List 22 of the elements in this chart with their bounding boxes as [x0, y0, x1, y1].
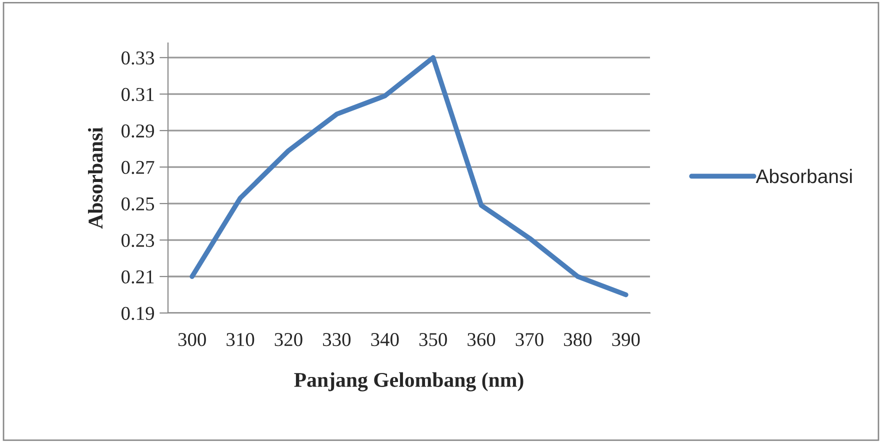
y-tick-label: 0.29 — [122, 124, 154, 138]
x-tick-label: 350 — [419, 333, 447, 346]
x-tick-label: 360 — [468, 333, 496, 346]
y-tick-label: 0.23 — [122, 234, 154, 248]
y-tick-label: 0.19 — [122, 306, 154, 320]
x-tick-label: 330 — [323, 333, 351, 346]
x-tick-label: 300 — [178, 333, 206, 346]
y-tick-label: 0.33 — [122, 51, 154, 65]
x-tick-label: 310 — [226, 333, 254, 346]
y-tick-label: 0.31 — [122, 88, 154, 102]
line-series — [190, 55, 628, 298]
y-tick-label: 0.25 — [122, 197, 154, 211]
x-tick-label: 390 — [612, 333, 640, 346]
x-tick-label: 320 — [274, 333, 302, 346]
x-tick-label: 340 — [371, 333, 399, 346]
y-tick-label: 0.21 — [122, 270, 154, 284]
x-tick-label: 380 — [564, 333, 592, 346]
legend-label: Absorbansi — [756, 168, 852, 184]
y-tick-label: 0.27 — [122, 160, 154, 174]
y-axis-title: Absorbansi — [88, 127, 103, 229]
x-axis-title: Panjang Gelombang (nm) — [294, 372, 524, 392]
x-tick-label: 370 — [516, 333, 544, 346]
